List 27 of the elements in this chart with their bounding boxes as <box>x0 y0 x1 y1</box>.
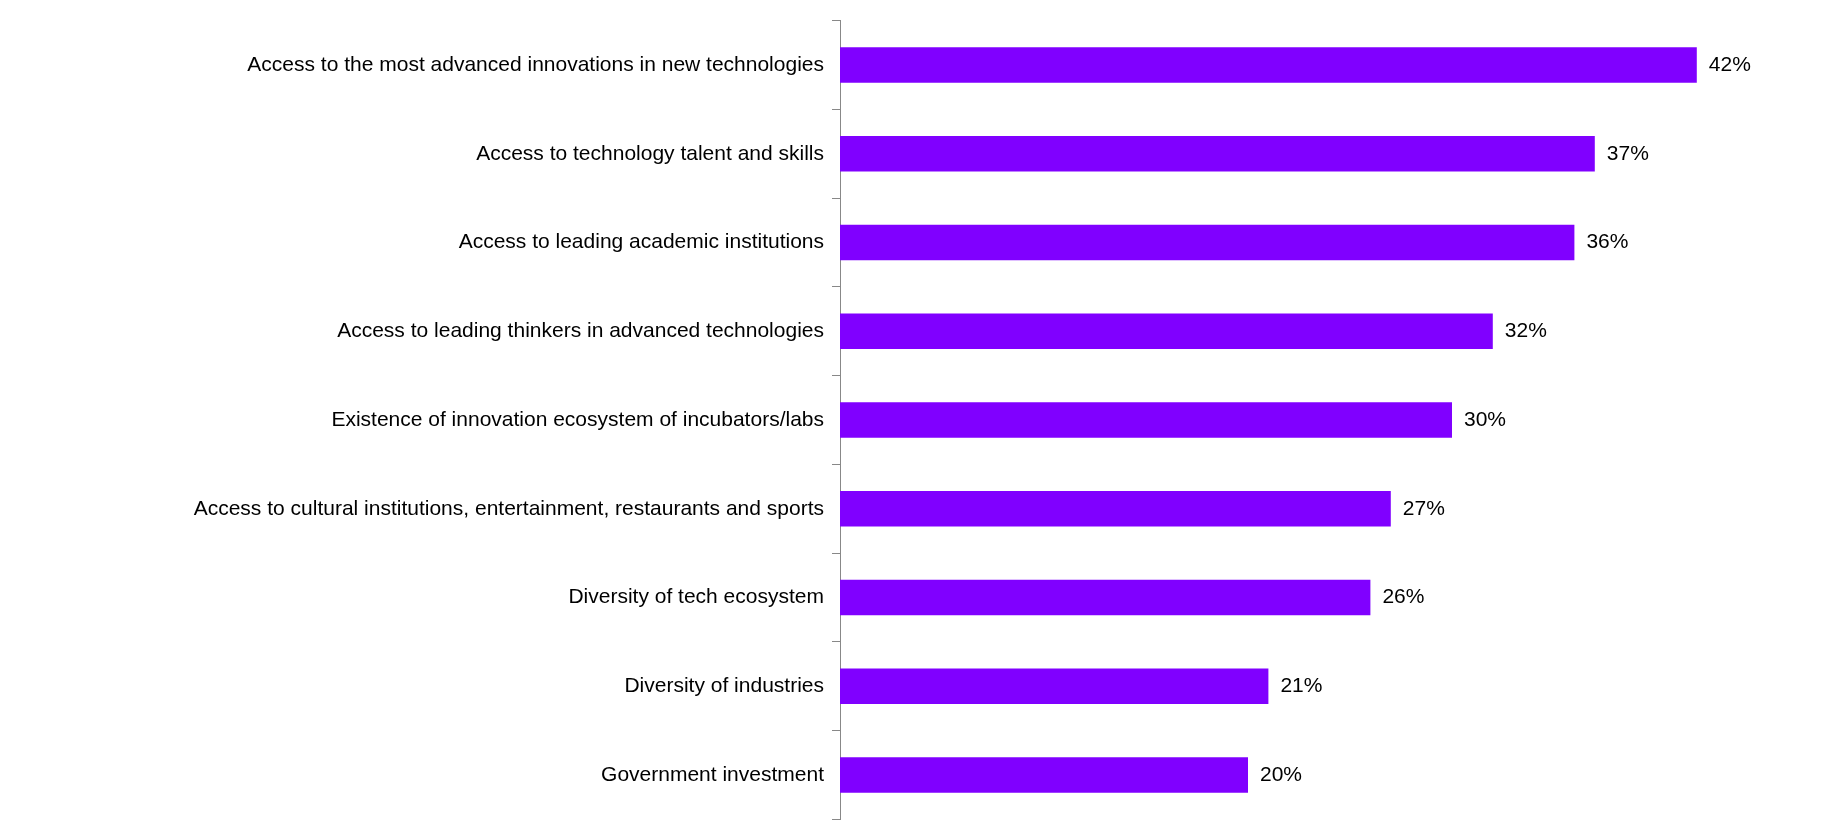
y-tick-label: Government investment <box>601 761 825 785</box>
data-label: 30% <box>1464 406 1507 430</box>
y-tick-label: Access to leading academic institutions <box>458 229 824 253</box>
bar <box>840 224 1575 261</box>
data-label: 37% <box>1606 140 1649 164</box>
y-tick-label: Diversity of tech ecosystem <box>568 584 824 608</box>
bar <box>840 579 1371 616</box>
data-label: 42% <box>1708 51 1751 75</box>
bar <box>840 402 1452 438</box>
y-tick-label: Access to cultural institutions, entertainment, restaurants and sports <box>193 495 824 519</box>
data-label: 26% <box>1382 584 1425 608</box>
y-tick-label: Access to leading thinkers in advanced technologies <box>337 318 824 342</box>
data-label: 20% <box>1260 761 1303 785</box>
data-label: 27% <box>1402 495 1445 519</box>
bar <box>840 491 1391 527</box>
y-tick-label: Diversity of industries <box>624 673 824 697</box>
y-tick-label: Access to technology talent and skills <box>476 140 824 164</box>
bar <box>840 668 1269 705</box>
bar <box>840 313 1493 349</box>
data-label: 32% <box>1504 318 1547 342</box>
bar <box>840 47 1697 83</box>
bar <box>840 135 1595 172</box>
y-tick-label: Existence of innovation ecosystem of incubators/labs <box>331 406 824 430</box>
data-label: 21% <box>1280 673 1323 697</box>
y-tick-label: Access to the most advanced innovations in new technologies <box>247 51 824 75</box>
data-label: 36% <box>1586 229 1629 253</box>
bar <box>840 757 1248 793</box>
